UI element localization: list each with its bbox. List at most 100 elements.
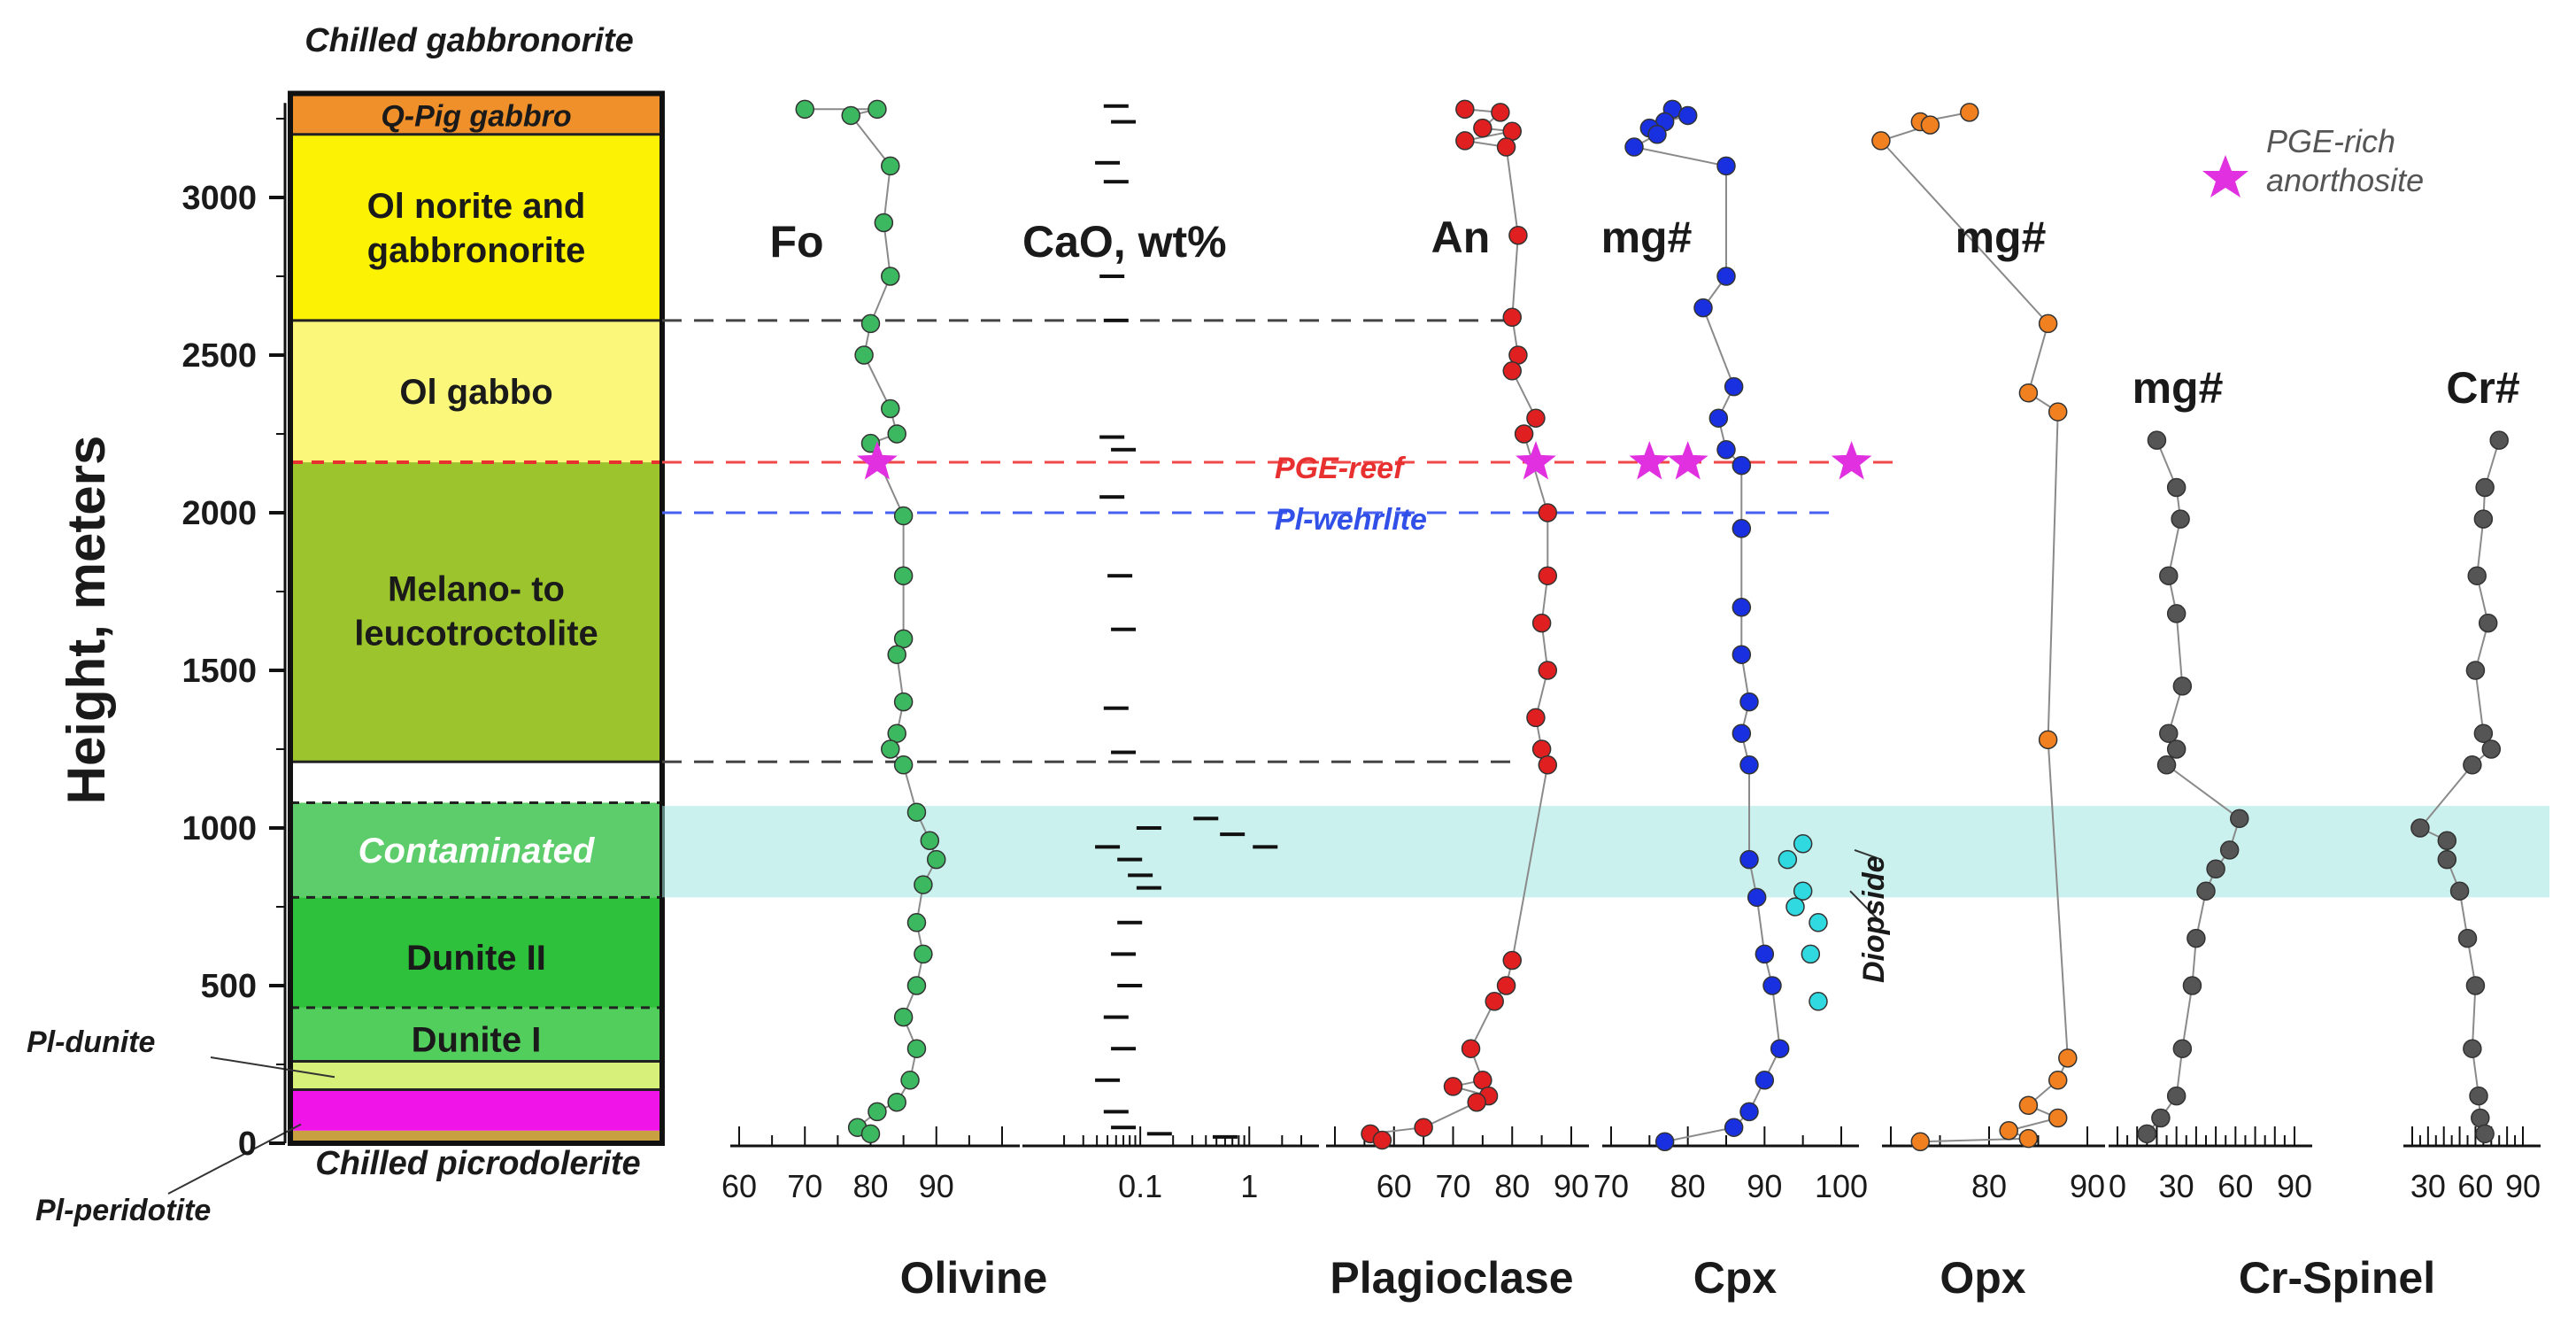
data-point xyxy=(2206,859,2225,879)
data-point xyxy=(2182,976,2202,995)
x-tick-label: 60 xyxy=(2457,1168,2493,1204)
data-point xyxy=(2058,1048,2078,1068)
data-point xyxy=(2159,566,2179,585)
data-point xyxy=(2187,928,2206,948)
data-point xyxy=(2473,723,2494,743)
data-point xyxy=(1514,424,1534,444)
data-point xyxy=(893,1007,914,1027)
data-point xyxy=(1739,849,1759,870)
data-point xyxy=(1716,440,1736,460)
x-tick-label: 90 xyxy=(1747,1168,1782,1204)
data-point xyxy=(881,739,900,759)
unit-5 xyxy=(290,897,662,1008)
data-point xyxy=(1496,976,1516,995)
cao-mark xyxy=(1095,845,1121,849)
series-line xyxy=(2418,439,2501,1134)
y-tick-label-1: 500 xyxy=(201,968,257,1005)
legend: PGE-rich anorthosite xyxy=(2202,123,2424,198)
cao-mark xyxy=(1111,750,1137,754)
cao-mark xyxy=(1117,920,1143,925)
unit-label-0-0: Q-Pig gabbro xyxy=(381,100,571,134)
data-point xyxy=(1871,131,1891,151)
cao-mark xyxy=(1103,318,1129,322)
fo-title: Fo xyxy=(769,217,823,267)
data-point xyxy=(1731,455,1752,476)
data-point xyxy=(881,156,900,176)
panels: 60 70 80 90 0.1 1 60 70 80 90 70 80 90 100 80 90 0 30 60 90… xyxy=(721,99,2541,1204)
group-label-olivine: Olivine xyxy=(900,1253,1048,1303)
data-point xyxy=(1762,976,1782,995)
data-point xyxy=(906,976,927,995)
data-point xyxy=(2038,730,2058,750)
cao-mark xyxy=(1095,1078,1121,1082)
cpx-mg-title: mg# xyxy=(1601,213,1693,262)
data-point xyxy=(914,875,933,894)
data-point xyxy=(1716,267,1736,286)
data-point xyxy=(920,831,940,850)
data-point xyxy=(1770,1039,1790,1058)
cao-mark xyxy=(1220,832,1246,837)
data-point xyxy=(1910,1132,1931,1151)
data-point xyxy=(2437,831,2457,850)
legend-text: PGE-rich anorthosite xyxy=(2266,123,2424,198)
y-tick-label-0: 0 xyxy=(238,1126,257,1163)
data-point xyxy=(2159,723,2179,743)
data-point xyxy=(854,345,874,365)
data-point xyxy=(1716,156,1736,176)
x-tick-label: 80 xyxy=(1494,1168,1530,1204)
data-point xyxy=(1526,408,1546,428)
data-point xyxy=(1755,1071,1775,1090)
group-label-plagioclase: Plagioclase xyxy=(1330,1253,1573,1303)
band-mid xyxy=(1726,806,2302,898)
data-point xyxy=(1538,661,1558,680)
cao-mark xyxy=(1107,574,1133,578)
x-tick-label: 30 xyxy=(2410,1168,2446,1204)
data-point xyxy=(893,755,914,775)
data-point xyxy=(2481,739,2502,759)
cao-mark xyxy=(1136,826,1161,830)
x-tick-label: 70 xyxy=(1593,1168,1629,1204)
data-point xyxy=(2196,881,2216,901)
chilled-base xyxy=(290,1130,662,1143)
x-tick-label: 60 xyxy=(2217,1168,2253,1204)
series-line xyxy=(1367,108,1549,1141)
data-point xyxy=(1920,115,1940,135)
cao-mark xyxy=(1103,104,1129,108)
y-axis: 0 500 1000 1500 2000 2500 3000 xyxy=(181,103,287,1163)
data-point xyxy=(906,913,927,932)
data-point xyxy=(1526,708,1546,728)
cao-mark xyxy=(1103,706,1129,710)
data-point xyxy=(2230,808,2249,829)
data-point xyxy=(2465,661,2486,680)
cao-mark xyxy=(1099,495,1125,499)
opx-mg-title: mg# xyxy=(1955,213,2047,262)
x-tick-label: 0 xyxy=(2109,1168,2126,1204)
cao-mark xyxy=(1146,1132,1172,1136)
data-point xyxy=(1999,1121,2018,1141)
data-point xyxy=(2147,430,2167,450)
data-point xyxy=(1731,723,1752,743)
data-point xyxy=(2048,402,2068,422)
data-point xyxy=(1531,739,1552,759)
legend-star-icon xyxy=(2202,155,2248,197)
data-point xyxy=(2166,1086,2187,1106)
band-left xyxy=(662,806,1726,898)
cao-mark xyxy=(1099,435,1125,439)
group-label-cpx: Cpx xyxy=(1693,1253,1778,1303)
x-tick-label: 80 xyxy=(1670,1168,1706,1204)
cao-mark xyxy=(1095,160,1121,165)
cao-mark xyxy=(1128,873,1153,878)
y-tick-label-3: 1500 xyxy=(181,653,257,690)
cao-mark xyxy=(1099,275,1125,278)
y-tick-label-5: 2500 xyxy=(181,337,257,375)
panel-6: 0 30 60 90 xyxy=(2109,430,2312,1204)
data-point xyxy=(1654,1132,1675,1151)
data-point xyxy=(1739,692,1759,712)
cao-mark xyxy=(1136,886,1161,890)
data-point xyxy=(2475,1124,2495,1144)
data-point xyxy=(1502,307,1522,328)
x-tick-label: 30 xyxy=(2159,1168,2194,1204)
unit-2 xyxy=(290,320,662,463)
unit-7 xyxy=(290,1061,662,1090)
unit-label-6-0: Dunite I xyxy=(412,1021,542,1060)
